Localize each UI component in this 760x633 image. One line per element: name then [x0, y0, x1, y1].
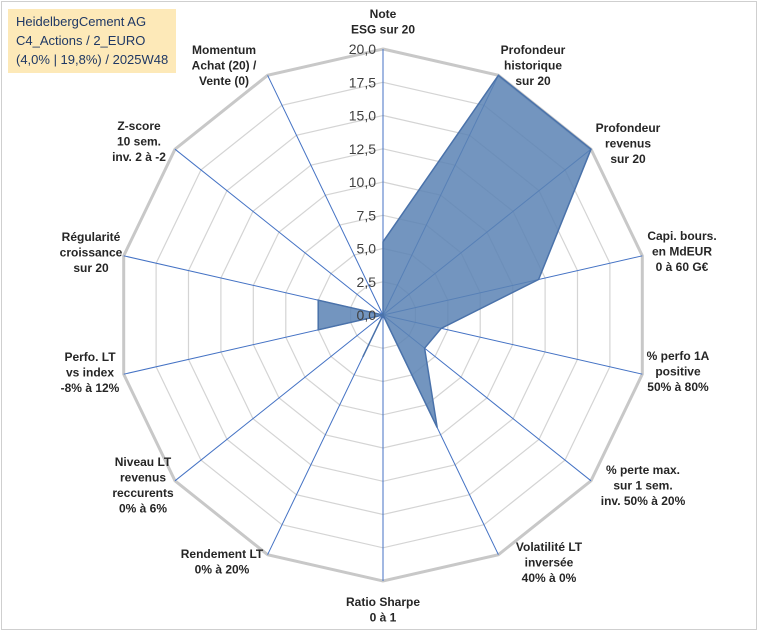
axis-label-8: Rendement LT 0% à 20% — [181, 547, 264, 577]
series-area — [317, 74, 592, 428]
axis-label-11-line-1: croissance — [60, 246, 123, 260]
axis-label-10-line-0: Perfo. LT — [64, 350, 116, 364]
axis-label-0-line-0: Note — [370, 7, 397, 21]
radar-series — [317, 74, 592, 428]
axis-label-5-line-1: sur 1 sem. — [613, 479, 672, 493]
tick-label-7: 17,5 — [349, 74, 376, 90]
axis-label-9-line-1: revenus — [120, 471, 166, 485]
axis-label-9-line-2: reccurents — [112, 486, 174, 500]
axis-label-1-line-2: sur 20 — [515, 74, 551, 88]
tick-label-3: 7,5 — [357, 207, 377, 223]
axis-label-13-line-1: Achat (20) / — [192, 59, 257, 73]
axis-label-4-line-0: % perfo 1A — [647, 349, 710, 363]
axis-label-13-line-0: Momentum — [192, 43, 256, 57]
axis-label-11: Régularité croissance sur 20 — [60, 230, 123, 275]
tick-label-2: 5,0 — [357, 241, 377, 257]
info-box: HeidelbergCement AG C4_Actions / 2_EURO … — [8, 9, 177, 73]
tick-label-1: 2,5 — [357, 274, 377, 290]
axis-label-1: Profondeur historique sur 20 — [501, 43, 566, 88]
spoke-9 — [174, 314, 384, 482]
axis-label-9-line-0: Niveau LT — [115, 455, 172, 469]
axis-label-10: Perfo. LT vs index -8% à 12% — [61, 350, 120, 395]
axis-label-11-line-0: Régularité — [62, 230, 121, 244]
axis-label-0: Note ESG sur 20 — [351, 7, 415, 37]
axis-label-4: % perfo 1A positive 50% à 80% — [647, 349, 710, 394]
spoke-12 — [174, 148, 384, 316]
axis-label-4-line-1: positive — [655, 365, 701, 379]
axis-label-2: Profondeur revenus sur 20 — [596, 121, 661, 166]
axis-label-3-line-2: 0 à 60 G€ — [656, 260, 709, 274]
axis-label-10-line-1: vs index — [66, 366, 114, 380]
tick-label-8: 20,0 — [349, 41, 376, 57]
axis-label-0-line-1: ESG sur 20 — [351, 23, 415, 37]
axis-label-6-line-1: inversée — [525, 556, 574, 570]
tick-label-6: 15,0 — [349, 108, 376, 124]
axis-label-1-line-1: historique — [504, 59, 562, 73]
axis-label-3-line-0: Capi. bours. — [647, 229, 716, 243]
axis-label-2-line-1: revenus — [605, 137, 651, 151]
axis-label-3: Capi. bours. en MdEUR 0 à 60 G€ — [647, 229, 716, 274]
axis-label-1-line-0: Profondeur — [501, 43, 566, 57]
axis-label-5-line-2: inv. 50% à 20% — [601, 494, 686, 508]
axis-label-13-line-2: Vente (0) — [199, 74, 249, 88]
axis-label-9-line-3: 0% à 6% — [119, 502, 167, 516]
axis-label-2-line-0: Profondeur — [596, 121, 661, 135]
axis-label-2-line-2: sur 20 — [610, 152, 646, 166]
axis-label-6: Volatilité LT inversée 40% à 0% — [516, 540, 583, 585]
axis-label-12-line-0: Z-score — [117, 119, 161, 133]
company-name: HeidelbergCement AG — [16, 14, 147, 29]
axis-label-6-line-0: Volatilité LT — [516, 540, 583, 554]
axis-label-7-line-1: 0 à 1 — [370, 611, 397, 625]
axis-label-3-line-1: en MdEUR — [652, 245, 712, 259]
axis-label-11-line-2: sur 20 — [73, 261, 109, 275]
axis-label-7: Ratio Sharpe 0 à 1 — [346, 595, 420, 625]
axis-label-4-line-2: 50% à 80% — [647, 380, 709, 394]
axis-label-8-line-1: 0% à 20% — [195, 563, 250, 577]
axis-label-12-line-2: inv. 2 à -2 — [112, 150, 166, 164]
radar-tick-labels: 0,0 2,5 5,0 7,5 10,0 12,5 15,0 17,5 20,0 — [349, 41, 376, 323]
axis-label-10-line-2: -8% à 12% — [61, 381, 120, 395]
axis-label-12-line-1: 10 sem. — [117, 135, 161, 149]
tick-label-4: 10,0 — [349, 174, 376, 190]
portfolio-category: C4_Actions / 2_EURO — [16, 33, 146, 48]
axis-label-7-line-0: Ratio Sharpe — [346, 595, 420, 609]
axis-label-6-line-2: 40% à 0% — [522, 571, 577, 585]
axis-label-13: Momentum Achat (20) / Vente (0) — [192, 43, 257, 88]
tick-label-0: 0,0 — [357, 307, 377, 323]
axis-label-8-line-0: Rendement LT — [181, 547, 264, 561]
axis-label-5: % perte max. sur 1 sem. inv. 50% à 20% — [601, 463, 686, 508]
axis-label-5-line-0: % perte max. — [606, 463, 680, 477]
performance-period: (4,0% | 19,8%) / 2025W48 — [16, 52, 169, 67]
tick-label-5: 12,5 — [349, 141, 376, 157]
spoke-13 — [267, 75, 384, 316]
axis-label-12: Z-score 10 sem. inv. 2 à -2 — [112, 119, 166, 164]
axis-label-9: Niveau LT revenus reccurents 0% à 6% — [112, 455, 174, 516]
